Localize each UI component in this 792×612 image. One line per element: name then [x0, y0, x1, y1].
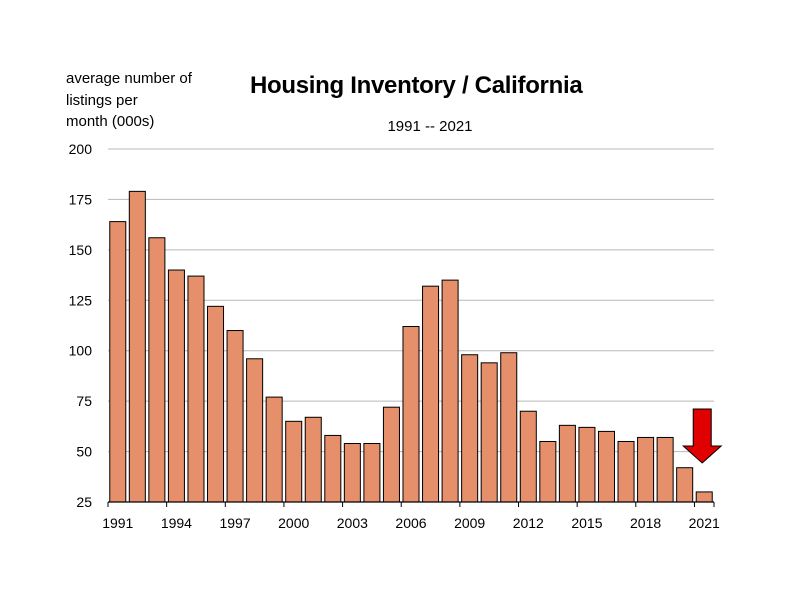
- bar-2002: [324, 434, 342, 503]
- y-tick-label: 75: [76, 393, 92, 409]
- x-tick-label: 2009: [454, 515, 485, 531]
- y-tick-label: 25: [76, 494, 92, 510]
- bar-1999: [265, 396, 283, 503]
- x-tick-label: 2018: [630, 515, 661, 531]
- y-tick-label: 50: [76, 444, 92, 460]
- bar-2004: [363, 443, 381, 503]
- x-tick-label: 2021: [689, 515, 720, 531]
- bar-1993: [148, 237, 166, 503]
- bar-2001: [304, 416, 322, 503]
- bar-2009: [461, 354, 479, 503]
- x-tick-label: 1994: [161, 515, 192, 531]
- x-tick-label: 2003: [337, 515, 368, 531]
- bar-1996: [207, 305, 225, 503]
- bar-2011: [500, 352, 518, 503]
- bar-1992: [128, 190, 146, 503]
- bar-1991: [109, 221, 127, 503]
- bar-2012: [519, 410, 537, 503]
- x-tick-label: 2006: [395, 515, 426, 531]
- bar-1997: [226, 330, 244, 503]
- x-tick-label: 1997: [219, 515, 250, 531]
- y-tick-label: 200: [69, 141, 93, 157]
- bar-2008: [441, 279, 459, 503]
- bar-2006: [402, 326, 420, 503]
- bar-1998: [246, 358, 264, 503]
- bar-2018: [637, 436, 655, 503]
- x-tick-label: 1991: [102, 515, 133, 531]
- y-axis-label-line-1: average number of: [66, 70, 192, 87]
- bar-2010: [480, 362, 498, 503]
- bar-1995: [187, 275, 205, 503]
- chart-title: Housing Inventory / California: [250, 72, 583, 99]
- chart-subtitle: 1991 -- 2021: [387, 118, 473, 135]
- bar-2021: [695, 491, 713, 503]
- bar-2014: [558, 424, 576, 503]
- bar-2019: [656, 436, 674, 503]
- x-tick-label: 2000: [278, 515, 309, 531]
- x-tick-label: 2015: [571, 515, 602, 531]
- down-arrow-icon: [681, 408, 723, 464]
- y-tick-label: 125: [69, 292, 93, 308]
- y-tick-label: 100: [69, 343, 93, 359]
- bar-2020: [676, 467, 694, 503]
- y-axis-label-line-3: month (000s): [66, 113, 155, 130]
- y-axis-label-line-2: listings per: [66, 92, 138, 109]
- bar-2007: [422, 285, 440, 503]
- bar-2000: [285, 420, 303, 503]
- bar-2013: [539, 440, 557, 503]
- bar-1994: [167, 269, 185, 503]
- bar-2017: [617, 440, 635, 503]
- x-tick-label: 2012: [513, 515, 544, 531]
- bar-2016: [597, 430, 615, 503]
- y-tick-label: 175: [69, 191, 93, 207]
- bar-2005: [382, 406, 400, 503]
- bar-2003: [343, 443, 361, 503]
- y-tick-label: 150: [69, 242, 93, 258]
- bar-2015: [578, 426, 596, 503]
